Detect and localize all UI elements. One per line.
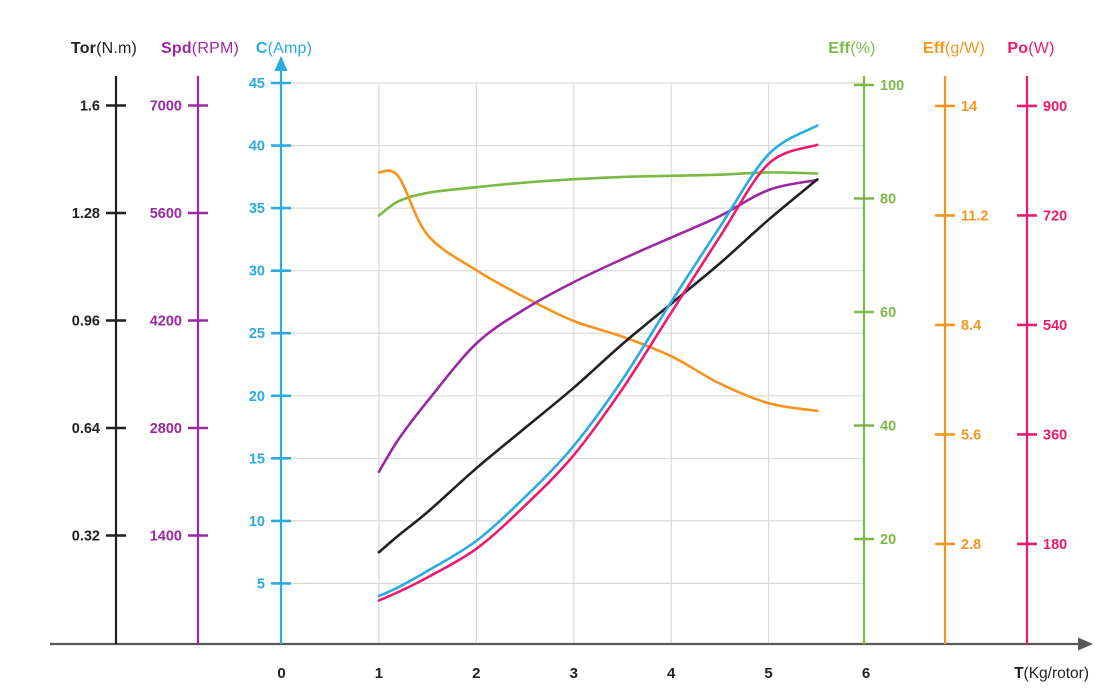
axis-tick-label-po: 900 [1043,99,1067,115]
axis-tick-label-amp: 30 [249,264,265,280]
axis-tick-label-effgw: 2.8 [961,537,981,553]
axis-title-rest: (W) [1028,40,1054,57]
axis-title-effpct: Eff(%) [828,40,875,57]
axis-tick-label-po: 180 [1043,537,1067,553]
axis-tick-label-effgw: 11.2 [961,208,988,224]
axis-title-bold: Eff [828,40,850,57]
axis-tick-label-effpct: 80 [880,192,896,208]
x-tick-label: 5 [764,665,772,682]
axis-tick-label-spd: 7000 [150,99,182,115]
curve-torque [377,178,819,554]
axis-title-rest: (Amp) [268,40,313,57]
axis-tick-label-amp: 20 [249,389,265,405]
x-tick-label: 3 [570,665,578,682]
curve-efficiency-percent [377,171,819,217]
y-axis-effgw: 14 11.2 8.4 5.6 2.8 Eff(g/W) [923,40,988,644]
axis-tick-label-amp: 15 [249,451,265,467]
curves [377,124,819,602]
curve-power [377,143,819,602]
axis-title-spd: Spd(RPM) [161,40,239,57]
y-axis-effpct: 100 80 60 40 20 Eff(%) [828,40,904,644]
x-tick-label: 0 [277,665,285,682]
axis-tick-label-effgw: 8.4 [961,318,981,334]
grid [281,82,864,644]
axis-title-rest: (RPM) [192,40,239,57]
x-axis-title-bold: T [1014,665,1024,682]
axis-tick-label-effpct: 100 [880,78,904,94]
axis-title-rest: (N.m) [96,40,137,57]
x-axis-arrow-icon [1078,637,1093,651]
axis-tick-label-po: 540 [1043,318,1067,334]
axis-tick-label-tor: 0.64 [72,421,100,437]
axis-tick-label-po: 720 [1043,208,1067,224]
axis-title-effgw: Eff(g/W) [923,40,985,57]
axis-tick-label-spd: 4200 [150,314,182,330]
axis-tick-label-effpct: 60 [880,305,896,321]
y-axis-arrow-icon [274,56,288,71]
axis-title-rest: (%) [850,40,875,57]
y-axis-tor: 1.6 1.28 0.96 0.64 0.32 Tor(N.m) [71,40,137,644]
x-tick-label: 4 [667,665,676,682]
x-tick-label: 1 [375,665,383,682]
axis-title-amp: C(Amp) [256,40,312,57]
axis-tick-label-po: 360 [1043,427,1067,443]
axis-title-bold: Tor [71,40,96,57]
axis-tick-label-amp: 5 [257,576,265,592]
y-axis-po: 900 720 540 360 180 Po(W) [1007,40,1067,644]
axis-tick-label-tor: 1.28 [72,206,100,222]
curve-efficiency-g-per-w [377,169,819,413]
axis-tick-label-effpct: 40 [880,419,896,435]
y-axis-amp: 45 40 35 30 25 20 15 10 5 C(Amp) [249,40,312,644]
axis-tick-label-effpct: 20 [880,532,896,548]
curve-current [377,124,819,598]
axis-tick-label-spd: 2800 [150,421,182,437]
axis-title-rest: (g/W) [945,40,985,57]
axis-title-bold: Eff [923,40,945,57]
axis-title-po: Po(W) [1007,40,1054,57]
axis-tick-label-amp: 35 [249,201,265,217]
y-axis-spd: 7000 5600 4200 2800 1400 Spd(RPM) [150,40,239,644]
axis-tick-label-amp: 25 [249,326,265,342]
axis-title-tor: Tor(N.m) [71,40,137,57]
axis-tick-label-tor: 0.96 [72,314,100,330]
x-axis: 0 1 2 3 4 5 6 T(Kg/rotor) [50,637,1093,682]
axis-tick-label-spd: 1400 [150,529,182,545]
x-tick-label: 2 [472,665,480,682]
axis-title-bold: Spd [161,40,192,57]
curve-speed [377,178,819,474]
axis-tick-label-amp: 40 [249,139,265,155]
axis-tick-label-effgw: 5.6 [961,427,981,443]
x-axis-title-rest: (Kg/rotor) [1024,665,1089,682]
axis-tick-label-amp: 45 [249,76,265,92]
axis-tick-label-tor: 1.6 [80,99,100,115]
axis-title-bold: Po [1007,40,1028,57]
axis-tick-label-amp: 10 [249,514,265,530]
axis-title-bold: C [256,40,268,57]
x-tick-label: 6 [862,665,870,682]
x-axis-title: T(Kg/rotor) [1014,665,1089,682]
axis-tick-label-spd: 5600 [150,206,182,222]
axis-tick-label-tor: 0.32 [72,529,100,545]
axis-tick-label-effgw: 14 [961,99,977,115]
